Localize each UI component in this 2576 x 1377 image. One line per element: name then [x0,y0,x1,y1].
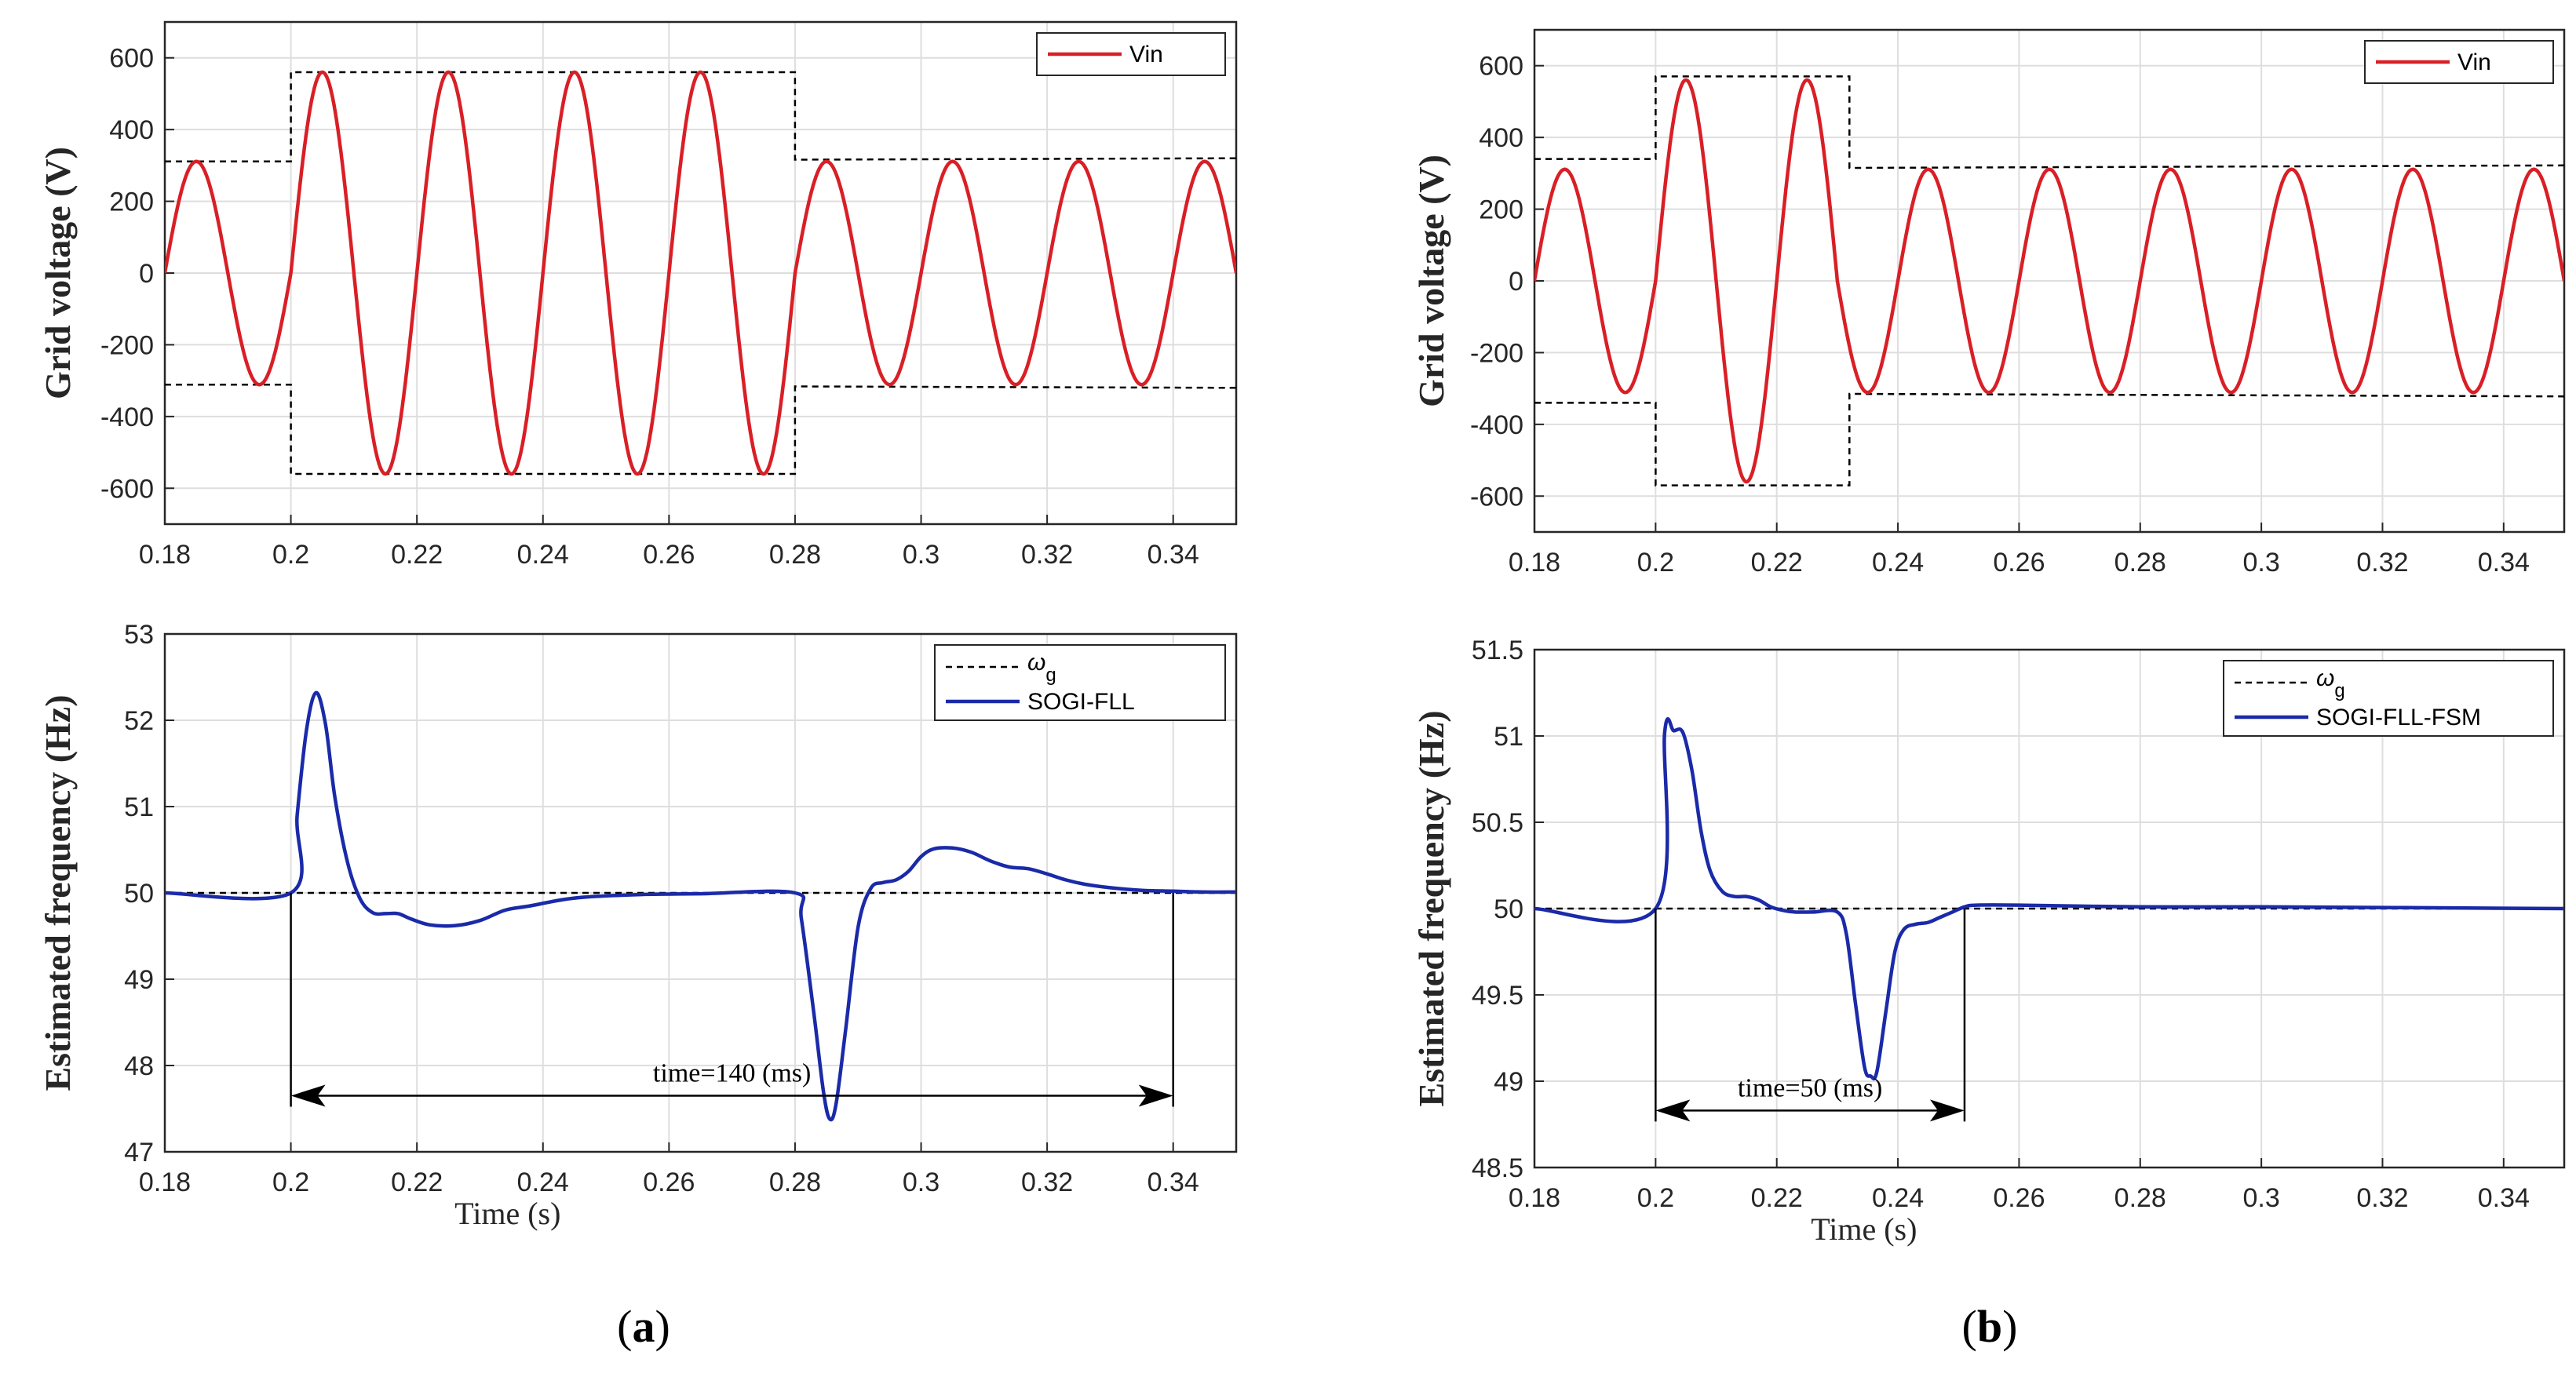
y-axis-label: Estimated frequency (Hz) [38,694,78,1091]
y-tick-label: 400 [109,115,154,145]
annotation-label: time=140 (ms) [653,1059,811,1088]
vin-series-line [1534,78,2564,484]
annotation-arrowhead-right [1929,1099,1965,1122]
vin-series-line [165,70,1236,476]
x-tick-label: 0.28 [2114,548,2166,577]
y-tick-label: 50.5 [1472,808,1523,838]
x-tick-label: 0.26 [1993,1183,2045,1213]
x-axis-label: Time (s) [1811,1211,1917,1247]
x-tick-label: 0.24 [1872,1183,1924,1213]
x-tick-label: 0.32 [2356,1183,2408,1213]
y-tick-label: 600 [109,44,154,74]
y-axis-label: Estimated frequency (Hz) [1411,710,1451,1106]
y-tick-label: 200 [1479,195,1523,225]
y-tick-label: -400 [100,403,154,432]
y-tick-label: 200 [109,188,154,217]
legend-entry-label: Vin [2457,49,2491,75]
x-tick-label: 0.2 [1637,548,1674,577]
x-tick-label: 0.28 [769,1168,821,1197]
legend-entry-label: SOGI-FLL-FSM [2316,705,2481,730]
x-tick-label: 0.18 [1509,548,1560,577]
y-tick-label: 0 [139,259,154,289]
x-tick-label: 0.32 [2356,548,2408,577]
upper-envelope-line [1534,75,2564,169]
y-tick-label: 48.5 [1472,1153,1523,1183]
x-tick-label: 0.3 [2242,548,2279,577]
legend-box [2223,660,2554,737]
chart-b-grid-voltage: 0.18 0.2 0.22 0.24 0.26 0.28 0.3 0.32 0.34 -600 -4… [1411,28,2566,577]
chart-b-estimated-frequency: 0.18 0.2 0.22 0.24 0.26 0.28 0.3 0.32 0.34 48.5 49… [1411,636,2566,1247]
y-tick-label: 0 [1509,267,1523,297]
y-tick-label: 51 [1494,722,1523,752]
y-tick-label: 50 [1494,894,1523,924]
x-tick-label: 0.24 [1872,548,1924,577]
x-tick-label: 0.18 [139,540,191,570]
y-tick-label: 50 [124,879,154,909]
chart-a-estimated-frequency: 0.18 0.2 0.22 0.24 0.26 0.28 0.3 0.32 0.34 47 48 49… [38,620,1238,1231]
frequency-series-line [1534,716,2564,1080]
x-tick-label: 0.34 [2478,548,2530,577]
x-axis-label: Time (s) [454,1196,560,1231]
y-axis-label: Grid voltage (V) [1411,155,1451,407]
x-tick-label: 0.18 [1509,1183,1560,1213]
y-tick-label: 48 [124,1051,154,1081]
y-tick-label: 51.5 [1472,636,1523,665]
y-tick-label: -200 [1470,338,1523,368]
upper-envelope-line [165,71,1236,163]
annotation-arrowhead-left [290,1084,326,1107]
lower-envelope-line [165,383,1236,475]
y-tick-label: 49.5 [1472,981,1523,1011]
x-tick-label: 0.3 [903,540,940,570]
x-tick-label: 0.34 [1148,540,1199,570]
x-tick-label: 0.32 [1021,540,1073,570]
x-tick-label: 0.22 [391,1168,443,1197]
annotation-label: time=50 (ms) [1738,1073,1882,1102]
y-tick-label: 600 [1479,52,1523,82]
panel-label-a: (a) [617,1301,670,1352]
x-tick-label: 0.2 [272,1168,309,1197]
x-tick-label: 0.2 [272,540,309,570]
annotation-arrowhead-left [1655,1099,1691,1122]
x-tick-label: 0.22 [1751,1183,1803,1213]
x-tick-label: 0.2 [1637,1183,1674,1213]
y-tick-label: 52 [124,706,154,736]
x-tick-label: 0.34 [2478,1183,2530,1213]
panel-label-b: (b) [1962,1301,2018,1352]
x-tick-label: 0.28 [2114,1183,2166,1213]
x-tick-label: 0.24 [517,540,569,570]
x-tick-label: 0.3 [2242,1183,2279,1213]
x-tick-label: 0.26 [1993,548,2045,577]
x-tick-label: 0.18 [139,1168,191,1197]
frequency-series-line [165,690,1236,1122]
x-tick-label: 0.3 [903,1168,940,1197]
y-axis-label: Grid voltage (V) [38,147,78,399]
lower-envelope-line [1534,392,2564,486]
y-tick-label: -600 [100,474,154,504]
x-tick-label: 0.22 [391,540,443,570]
chart-a-grid-voltage: 0.18 0.2 0.22 0.24 0.26 0.28 0.3 0.32 0.34 -600 -4… [38,20,1238,570]
y-tick-label: -600 [1470,482,1523,512]
y-tick-label: 49 [1494,1067,1523,1097]
legend-entry-label: ωg [1027,650,1056,686]
y-tick-label: 51 [124,792,154,822]
x-tick-label: 0.32 [1021,1168,1073,1197]
y-tick-label: 400 [1479,123,1523,153]
y-tick-label: 47 [124,1138,154,1168]
y-tick-label: -200 [100,330,154,360]
y-tick-label: 53 [124,620,154,650]
x-tick-label: 0.22 [1751,548,1803,577]
x-tick-label: 0.26 [643,1168,695,1197]
x-tick-label: 0.24 [517,1168,569,1197]
y-tick-label: 49 [124,965,154,995]
x-tick-label: 0.34 [1148,1168,1199,1197]
legend-box [934,644,1226,721]
x-tick-label: 0.28 [769,540,821,570]
annotation-arrowhead-right [1138,1084,1173,1107]
legend-entry-label: ωg [2316,665,2345,701]
y-tick-label: -400 [1470,410,1523,440]
x-tick-label: 0.26 [643,540,695,570]
legend-entry-label: Vin [1129,42,1163,67]
legend-entry-label: SOGI-FLL [1027,689,1135,715]
